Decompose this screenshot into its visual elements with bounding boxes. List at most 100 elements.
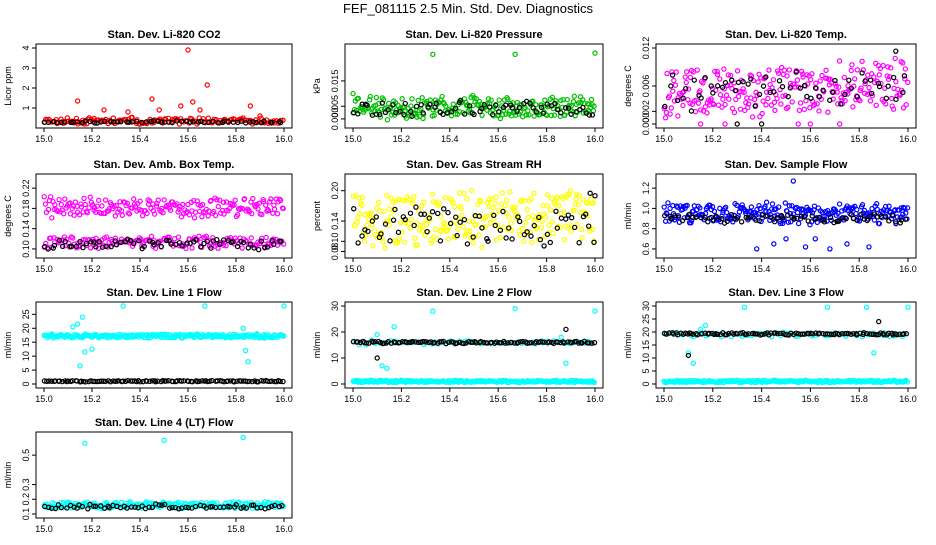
data-point: [454, 232, 460, 239]
outlier-point: [824, 304, 831, 310]
outlier-point: [197, 107, 203, 113]
outlier-point: [185, 47, 191, 53]
data-point: [119, 212, 126, 218]
data-point: [836, 218, 842, 224]
data-point: [748, 76, 754, 82]
data-point: [544, 231, 551, 238]
y-tick-label: 1.0: [641, 202, 651, 215]
data-point: [552, 202, 559, 208]
series-primary: [661, 55, 911, 127]
data-point: [82, 118, 88, 124]
data-point: [528, 233, 534, 239]
data-point: [591, 379, 597, 386]
data-point: [492, 222, 498, 229]
data-point: [113, 241, 120, 248]
data-point: [667, 111, 673, 117]
data-point: [248, 235, 254, 241]
data-point: [392, 206, 398, 213]
data-point: [155, 239, 161, 246]
data-point: [122, 378, 129, 385]
data-point: [893, 78, 899, 85]
data-point: [544, 192, 551, 198]
outlier-point: [82, 349, 88, 355]
data-point: [139, 503, 145, 509]
data-point: [867, 213, 873, 220]
data-point: [661, 204, 667, 210]
y-tick-label: 0: [21, 381, 31, 386]
data-point: [858, 211, 864, 218]
data-point: [130, 196, 137, 202]
data-point: [234, 211, 241, 218]
data-point: [125, 377, 131, 384]
y-tick-label: 0.1: [21, 508, 31, 521]
data-point: [87, 245, 94, 251]
data-point: [774, 330, 781, 337]
data-point: [147, 378, 153, 385]
data-point: [516, 104, 523, 111]
data-point: [767, 211, 774, 218]
data-point: [506, 225, 512, 231]
data-point: [58, 201, 65, 208]
data-point: [558, 215, 565, 221]
data-point: [832, 80, 838, 87]
data-point: [394, 239, 401, 246]
data-point: [680, 95, 686, 101]
data-point: [217, 197, 223, 203]
panel-1: Stan. Dev. Li-820 CO2 Licor ppm 15.0 15.2 15…: [3, 29, 293, 144]
data-point: [662, 115, 669, 121]
data-point: [836, 58, 843, 64]
data-point: [44, 378, 50, 385]
data-point: [253, 119, 259, 126]
data-point: [214, 236, 220, 243]
data-point: [82, 379, 89, 385]
data-point: [554, 194, 560, 201]
x-tick-label: 15.0: [655, 134, 673, 144]
data-point: [220, 199, 227, 205]
data-point: [885, 330, 892, 337]
data-point: [520, 238, 527, 245]
data-point: [192, 503, 199, 510]
data-point: [247, 119, 253, 125]
data-point: [741, 89, 747, 95]
series-primary: [41, 47, 286, 127]
data-point: [457, 219, 463, 225]
data-point: [528, 340, 535, 346]
y-axis-label: kPa: [312, 78, 322, 94]
data-point: [416, 227, 423, 233]
x-tick-label: 16.0: [899, 394, 917, 404]
data-point: [714, 331, 721, 338]
outlier-point: [512, 51, 518, 58]
data-point: [264, 244, 271, 250]
data-point: [756, 218, 762, 224]
panel-title: Stan. Dev. Line 1 Flow: [106, 287, 222, 299]
x-tick-label: 15.0: [35, 134, 53, 144]
y-tick-label: 1.2: [641, 182, 651, 195]
data-point: [259, 211, 265, 218]
data-point: [683, 85, 689, 92]
data-point: [797, 85, 804, 91]
data-point: [457, 190, 463, 196]
data-point: [73, 243, 80, 249]
data-point: [586, 340, 592, 346]
data-point: [493, 237, 500, 243]
data-point: [481, 102, 488, 108]
data-point: [178, 378, 185, 384]
data-point: [904, 379, 911, 385]
data-point: [711, 208, 718, 215]
data-point: [668, 83, 674, 89]
data-point: [479, 105, 485, 112]
data-point: [149, 378, 156, 384]
data-point: [769, 84, 775, 91]
data-point: [823, 67, 829, 74]
data-point: [251, 245, 257, 251]
data-point: [861, 90, 868, 96]
data-point: [763, 74, 769, 80]
data-point: [705, 219, 711, 225]
data-point: [240, 239, 247, 246]
data-point: [763, 102, 769, 108]
outlier-point: [795, 121, 801, 127]
data-point: [263, 234, 269, 241]
data-point: [591, 103, 597, 109]
data-point: [82, 201, 88, 208]
data-point: [479, 225, 485, 231]
